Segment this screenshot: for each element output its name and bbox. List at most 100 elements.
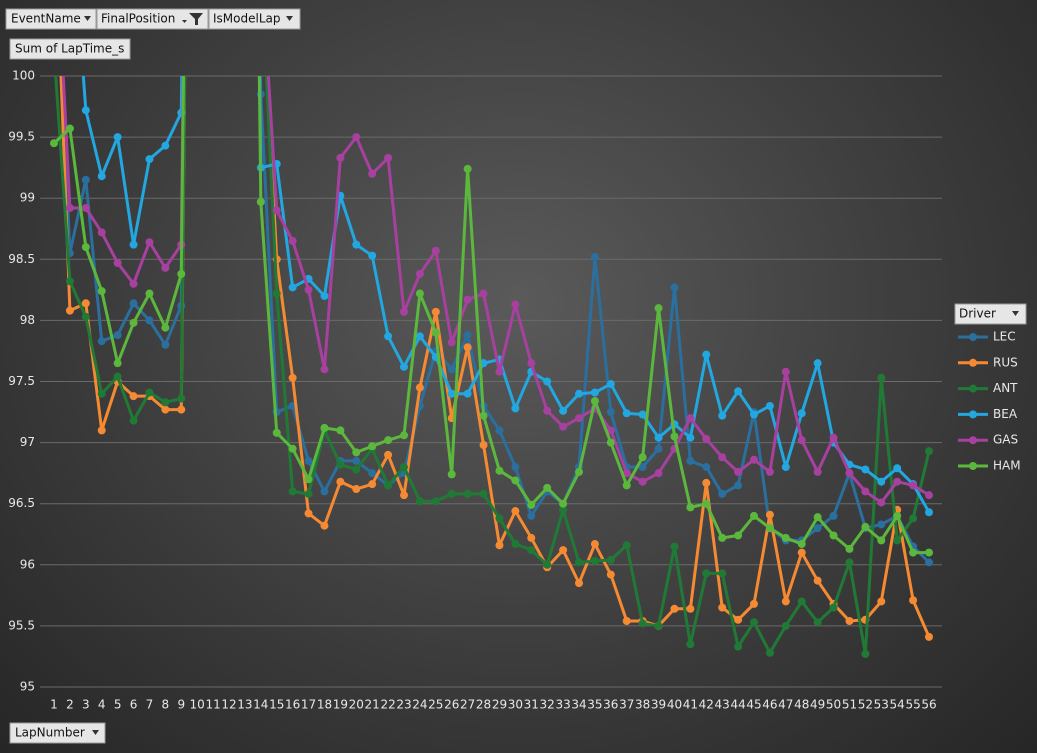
data-point (304, 285, 313, 294)
data-point (606, 379, 615, 388)
filter-button[interactable] (5, 8, 97, 30)
data-point (304, 509, 313, 518)
data-point (909, 481, 918, 490)
data-point (527, 359, 536, 368)
x-tick-label: 3 (82, 698, 90, 712)
data-point (336, 460, 345, 469)
x-tick-label: 47 (778, 698, 793, 712)
data-point (81, 243, 90, 252)
x-tick-label: 2 (66, 698, 74, 712)
x-tick-label: 32 (540, 698, 555, 712)
data-point (97, 172, 106, 181)
legend-title: Driver (959, 307, 996, 321)
y-tick-label: 100 (12, 69, 35, 83)
series-line (54, 76, 931, 656)
series-line (81, 76, 931, 513)
x-tick-label: 9 (177, 698, 185, 712)
x-tick-label: 12 (221, 698, 236, 712)
data-point (606, 426, 615, 435)
data-point (352, 465, 361, 474)
data-point (272, 206, 281, 215)
data-point (861, 465, 870, 474)
data-point (336, 153, 345, 162)
legend-field-button[interactable] (954, 303, 1027, 325)
data-point (97, 337, 106, 346)
data-point (559, 546, 568, 555)
data-point (431, 497, 440, 506)
y-tick-label: 97.5 (8, 374, 35, 388)
data-point (781, 367, 790, 376)
filter-label: FinalPosition (101, 12, 175, 26)
legend-label: HAM (993, 459, 1021, 473)
x-tick-label: 48 (794, 698, 809, 712)
data-point (670, 542, 679, 551)
data-point (161, 323, 170, 332)
data-point (686, 456, 695, 465)
x-tick-label: 6 (130, 698, 138, 712)
x-tick-label: 43 (715, 698, 730, 712)
x-tick-label: 51 (842, 698, 857, 712)
data-point (765, 467, 774, 476)
data-point (686, 414, 695, 423)
data-point (527, 546, 536, 555)
axis-field-button[interactable] (9, 722, 106, 744)
legend-swatch-marker (969, 410, 977, 419)
legend-swatch-marker (969, 358, 977, 367)
data-point (925, 508, 933, 517)
data-point (590, 388, 599, 397)
data-point (575, 467, 583, 476)
x-tick-label: 21 (365, 698, 380, 712)
data-point (400, 491, 408, 500)
data-point (622, 469, 631, 478)
data-point (320, 365, 329, 374)
data-point (813, 618, 822, 627)
data-point (654, 304, 663, 313)
data-point (750, 455, 758, 464)
y-tick-label: 96.5 (8, 496, 35, 510)
data-point (575, 558, 583, 567)
filter-button[interactable] (96, 8, 209, 30)
data-point (797, 436, 806, 445)
data-point (781, 533, 790, 542)
data-point (686, 604, 695, 613)
legend-swatch-marker (969, 384, 977, 393)
data-point (813, 524, 822, 533)
data-point (384, 450, 393, 459)
data-point (845, 469, 854, 478)
data-point (622, 409, 631, 418)
filter-button[interactable] (208, 8, 301, 30)
filter-label: IsModelLap (213, 12, 280, 26)
filter-buttons: EventName FinalPosition IsModelLap (5, 8, 301, 30)
data-point (463, 389, 472, 398)
data-point (734, 531, 743, 540)
value-field-button[interactable] (9, 38, 131, 60)
data-point (495, 514, 504, 523)
data-point (463, 164, 472, 173)
data-point (65, 124, 74, 133)
data-point (829, 433, 838, 442)
x-tick-label: 15 (269, 698, 284, 712)
data-point (384, 436, 393, 445)
data-point (765, 524, 774, 533)
data-point (288, 444, 297, 453)
data-point (765, 401, 774, 410)
data-point (431, 246, 440, 255)
data-point (495, 426, 504, 435)
data-point (781, 463, 790, 472)
data-point (670, 283, 679, 292)
data-point (81, 203, 90, 212)
data-point (320, 487, 329, 496)
legend-swatch-marker (969, 333, 977, 341)
legend-label: BEA (993, 407, 1018, 421)
data-point (161, 405, 170, 414)
data-point (797, 409, 806, 418)
data-point (479, 489, 488, 498)
data-point (113, 258, 122, 267)
data-point (352, 456, 361, 465)
data-point (336, 426, 345, 435)
data-point (463, 343, 472, 352)
data-point (750, 511, 758, 520)
data-point (400, 431, 408, 440)
data-point (463, 489, 472, 498)
